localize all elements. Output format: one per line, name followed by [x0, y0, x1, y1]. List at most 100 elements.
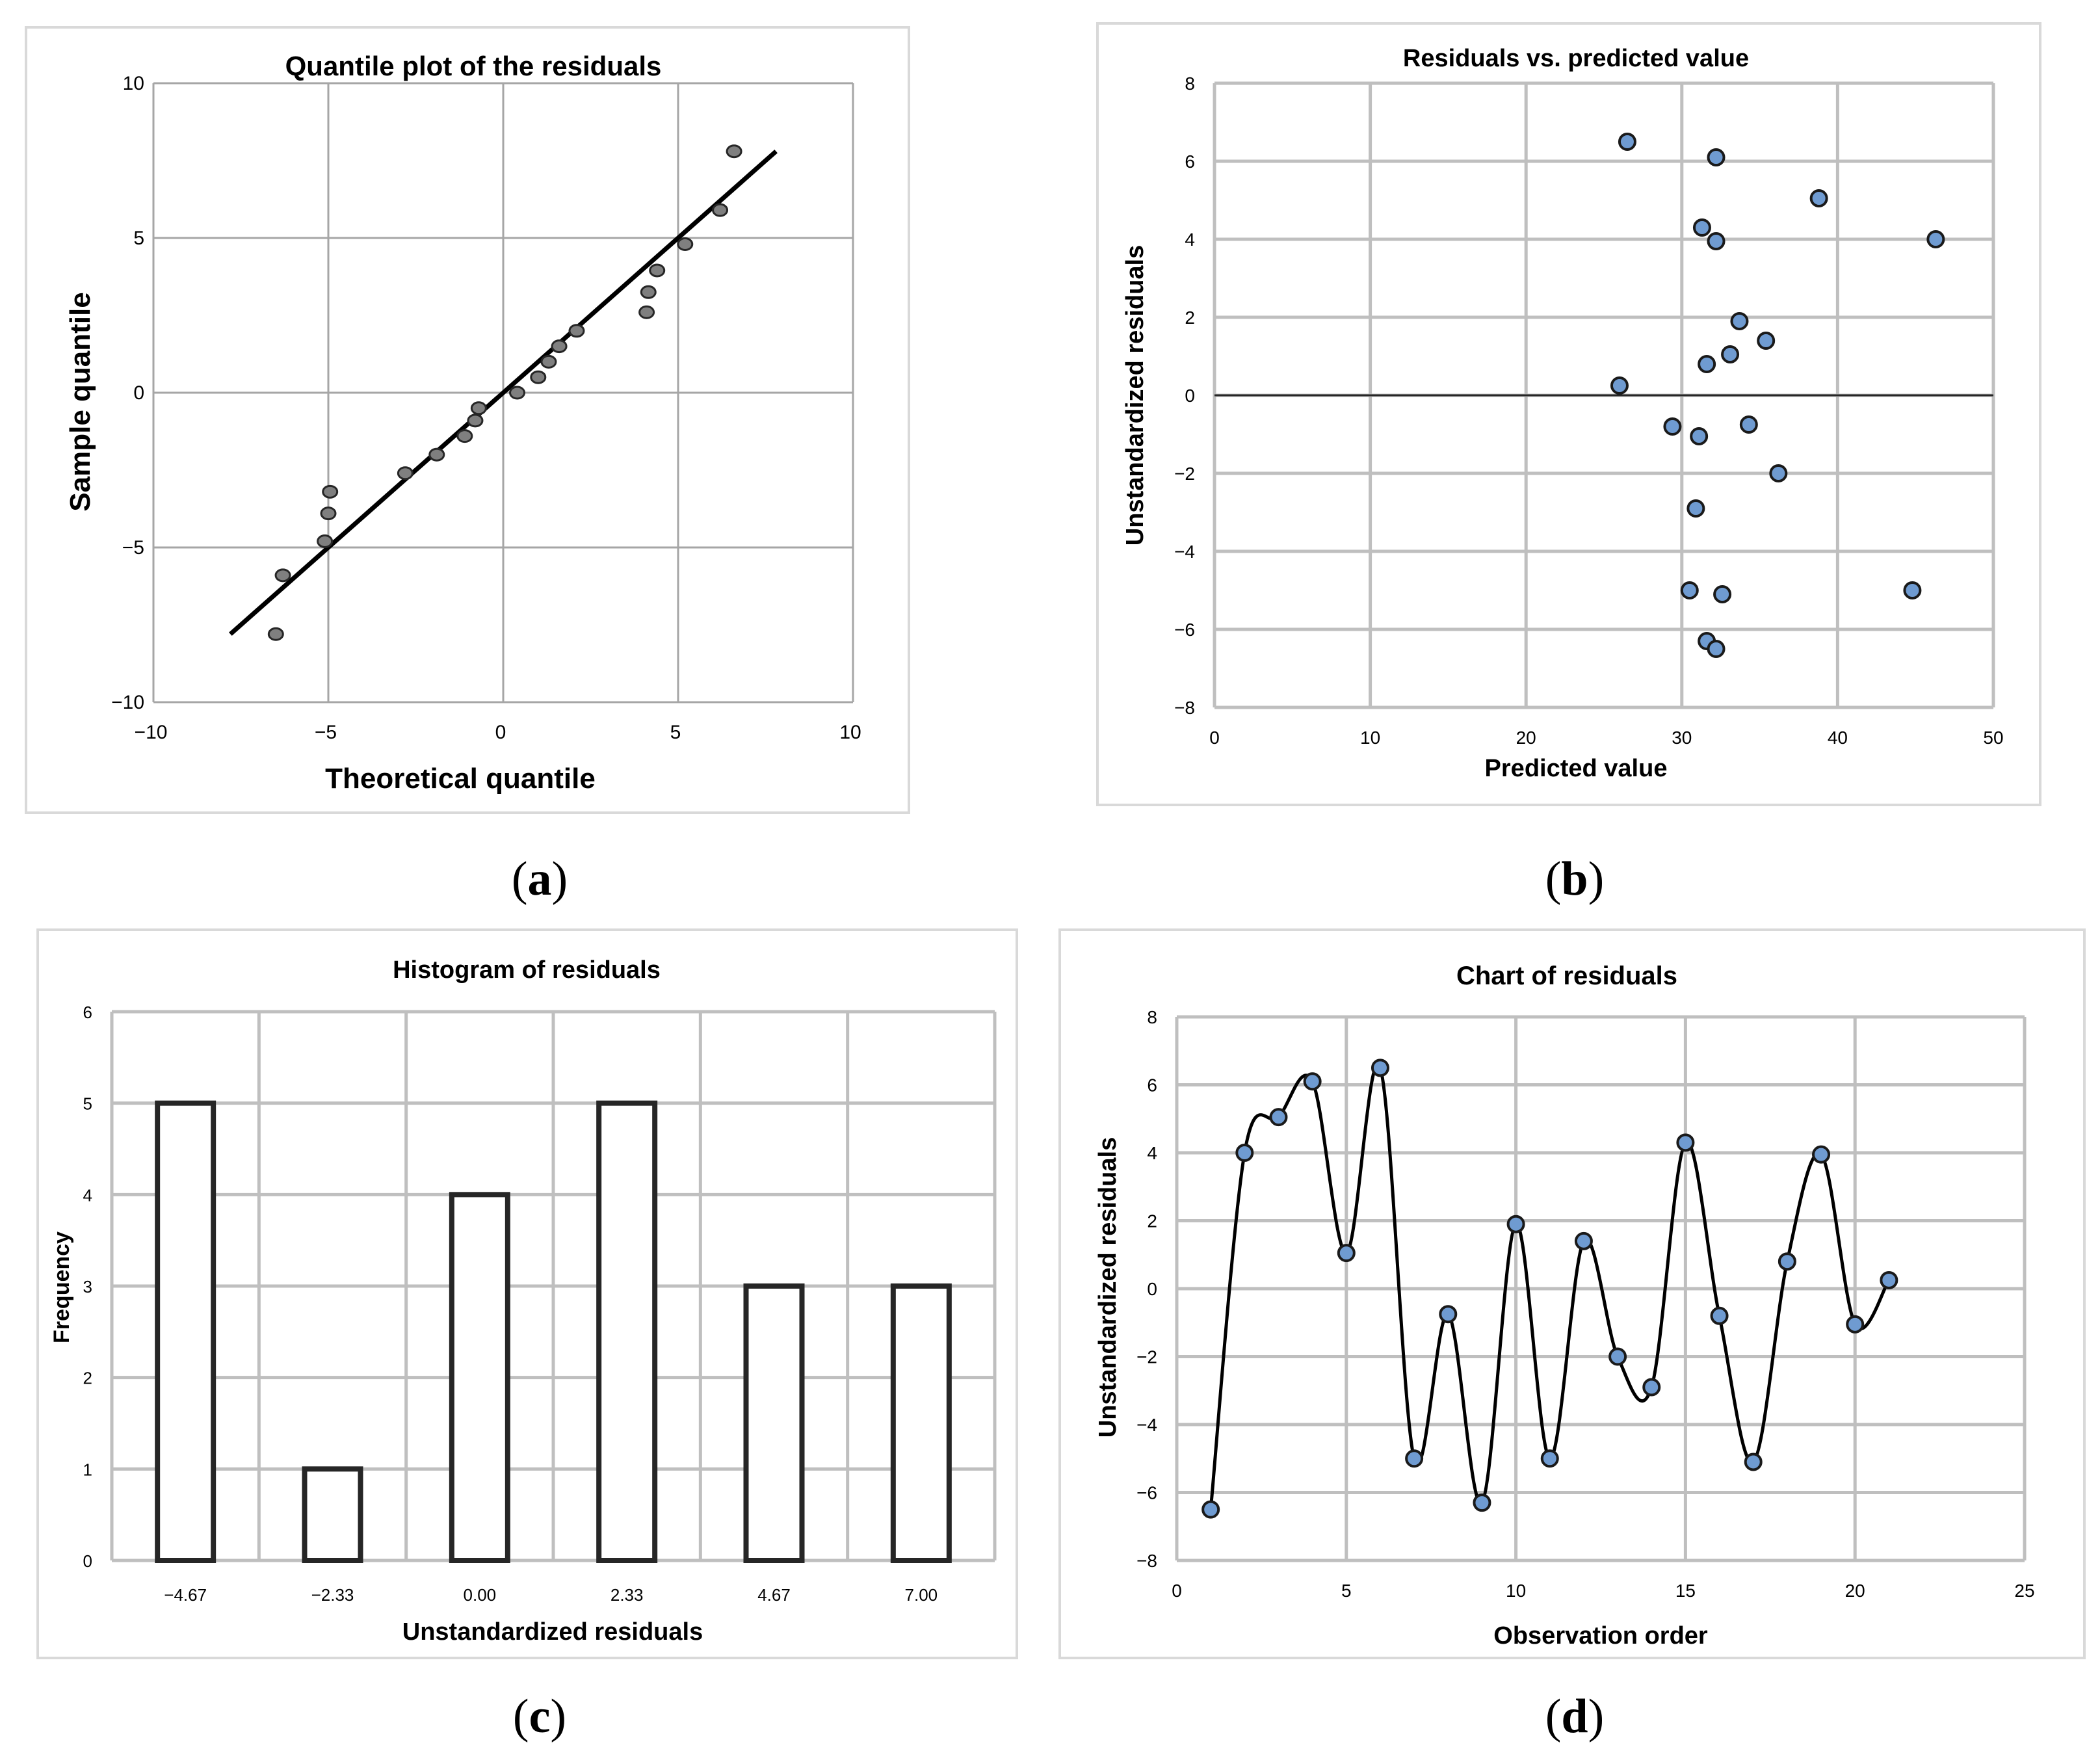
panel-b-frame: [1096, 22, 2041, 806]
chart-title: Histogram of residuals: [393, 956, 661, 984]
data-point: [1710, 1306, 1729, 1325]
histogram-bar: [449, 1192, 510, 1564]
data-point: [1235, 1144, 1254, 1162]
y-axis-label: Unstandardized residuals: [1122, 245, 1149, 546]
data-point: [726, 144, 742, 159]
data-point: [568, 324, 585, 338]
x-tick-label: 2.33: [610, 1585, 644, 1605]
data-point: [1269, 1108, 1288, 1127]
data-point: [317, 534, 334, 548]
y-tick-label: 3: [83, 1277, 92, 1296]
caption-a: (a): [511, 852, 568, 906]
y-axis-label: Unstandardized residuals: [1094, 1137, 1122, 1438]
data-point: [1680, 581, 1699, 599]
x-axis-label: Theoretical quantile: [325, 763, 596, 795]
y-tick-label: 1: [83, 1460, 92, 1479]
x-tick-label: 25: [2014, 1581, 2034, 1601]
caption-d: (d): [1545, 1690, 1605, 1743]
histogram-bar: [596, 1100, 658, 1563]
x-tick-label: 30: [1672, 728, 1692, 748]
x-tick-label: −10: [135, 722, 168, 743]
y-tick-label: 4: [1185, 230, 1195, 250]
data-point: [1757, 332, 1776, 350]
x-tick-label: 7.00: [905, 1585, 938, 1605]
x-axis-label: Observation order: [1493, 1622, 1708, 1650]
data-point: [1707, 148, 1726, 166]
data-point: [1371, 1059, 1389, 1077]
chart-title: Chart of residuals: [1456, 962, 1677, 990]
data-point: [397, 466, 413, 480]
x-tick-label: 10: [839, 722, 861, 743]
y-tick-label: −6: [1136, 1483, 1157, 1503]
y-tick-label: 0: [1185, 386, 1195, 406]
data-point: [470, 401, 487, 415]
y-axis-label: Frequency: [49, 1231, 74, 1343]
x-tick-label: 4.67: [757, 1585, 791, 1605]
y-tick-label: 4: [83, 1185, 92, 1205]
x-tick-label: 40: [1828, 728, 1848, 748]
data-point: [551, 339, 568, 354]
y-tick-label: 6: [1185, 151, 1195, 172]
data-point: [1610, 376, 1629, 395]
data-point: [1707, 640, 1726, 658]
data-point: [1303, 1072, 1322, 1091]
x-axis-label: Predicted value: [1485, 755, 1668, 782]
histogram-bar: [890, 1283, 952, 1563]
data-point: [677, 237, 694, 252]
x-tick-label: 0: [1209, 728, 1220, 748]
x-tick-label: 10: [1360, 728, 1380, 748]
histogram-bar: [302, 1466, 363, 1563]
data-point: [1473, 1493, 1491, 1512]
x-tick-label: 0: [495, 722, 506, 743]
data-point: [428, 447, 445, 462]
data-point: [467, 414, 484, 428]
data-point: [540, 354, 557, 369]
data-point: [1692, 218, 1711, 237]
x-tick-label: 50: [1983, 728, 2003, 748]
y-tick-label: −8: [1136, 1551, 1157, 1571]
x-tick-label: −5: [315, 722, 337, 743]
data-point: [1506, 1215, 1525, 1233]
data-point: [1809, 189, 1828, 207]
data-point: [1713, 585, 1732, 603]
data-point: [322, 484, 339, 499]
x-tick-label: 20: [1516, 728, 1536, 748]
data-point: [1574, 1231, 1593, 1250]
data-point: [267, 627, 284, 641]
data-point: [640, 285, 657, 299]
histogram-bar: [743, 1283, 805, 1563]
data-point: [1663, 417, 1682, 436]
x-axis-label: Unstandardized residuals: [402, 1618, 703, 1646]
data-point: [1687, 499, 1705, 518]
chart-title: Residuals vs. predicted value: [1403, 45, 1749, 72]
data-point: [1778, 1252, 1796, 1271]
data-point: [1690, 427, 1709, 445]
data-point: [649, 263, 666, 278]
data-point: [1903, 581, 1922, 599]
data-point: [1812, 1145, 1831, 1164]
x-tick-label: 0.00: [464, 1585, 497, 1605]
x-tick-label: 0: [1172, 1581, 1182, 1601]
y-tick-label: 2: [1147, 1211, 1157, 1231]
data-point: [456, 429, 473, 443]
data-point: [1846, 1315, 1865, 1334]
x-tick-label: −2.33: [311, 1585, 354, 1605]
data-point: [509, 386, 526, 400]
y-tick-label: −4: [1174, 542, 1195, 562]
x-tick-label: 10: [1506, 1581, 1526, 1601]
y-tick-label: −8: [1174, 698, 1195, 718]
y-tick-label: −2: [1174, 464, 1195, 484]
data-point: [320, 506, 337, 521]
data-point: [1608, 1347, 1627, 1366]
data-point: [1405, 1449, 1424, 1468]
y-tick-label: 2: [83, 1369, 92, 1388]
data-point: [1201, 1500, 1220, 1519]
x-tick-label: 5: [1341, 1581, 1352, 1601]
data-point: [1642, 1378, 1661, 1397]
y-tick-label: −2: [1136, 1347, 1157, 1367]
data-point: [1676, 1133, 1695, 1152]
data-point: [530, 370, 547, 384]
data-point: [1337, 1244, 1356, 1263]
x-tick-label: −4.67: [164, 1585, 207, 1605]
y-tick-label: 8: [1147, 1007, 1157, 1027]
